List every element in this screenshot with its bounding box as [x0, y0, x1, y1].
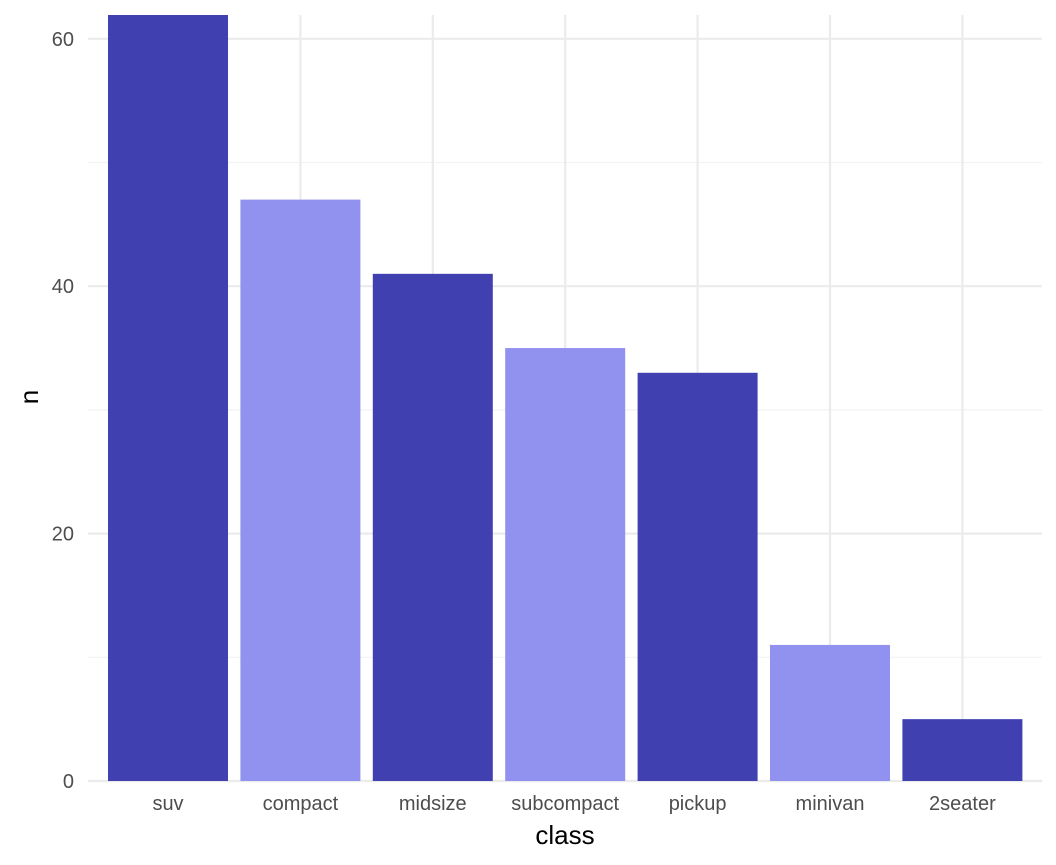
- y-axis-title: n: [14, 390, 44, 404]
- x-axis-title: class: [535, 820, 594, 850]
- bar-midsize: [372, 273, 493, 781]
- x-tick-label: subcompact: [511, 793, 619, 815]
- bar-pickup: [637, 372, 758, 781]
- x-tick-label: 2seater: [929, 793, 996, 815]
- y-tick-label: 20: [52, 524, 74, 546]
- bar-layer: [108, 15, 1023, 782]
- bar-suv: [108, 15, 228, 781]
- x-tick-label: compact: [263, 793, 339, 815]
- y-axis-ticks: 0 20 40 60: [52, 29, 74, 793]
- y-tick-label: 0: [63, 771, 74, 793]
- bar-2seater: [902, 719, 1023, 781]
- bar-subcompact: [505, 348, 626, 781]
- x-axis-ticks: suv compact midsize subcompact pickup minivan…: [152, 793, 996, 815]
- bar-compact: [240, 199, 361, 782]
- x-tick-label: pickup: [669, 793, 727, 815]
- x-tick-label: minivan: [796, 793, 865, 815]
- x-tick-label: midsize: [399, 793, 467, 815]
- y-tick-label: 40: [52, 276, 74, 298]
- y-tick-label: 60: [52, 29, 74, 51]
- x-tick-label: suv: [152, 793, 183, 815]
- bar-minivan: [770, 644, 890, 781]
